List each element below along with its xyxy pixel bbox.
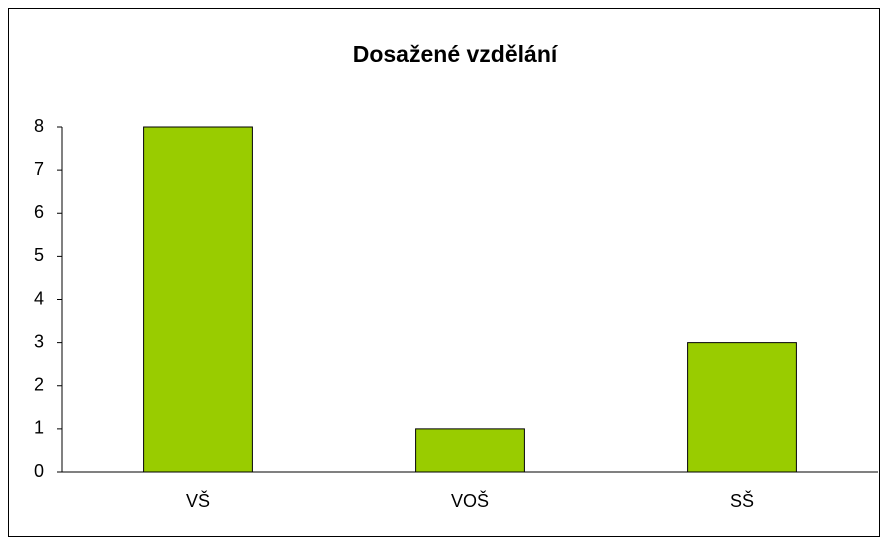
y-tick-label: 1 xyxy=(34,418,44,438)
y-tick-label: 6 xyxy=(34,202,44,222)
x-tick-label: VŠ xyxy=(186,490,210,511)
y-tick-label: 3 xyxy=(34,331,44,351)
y-tick-label: 7 xyxy=(34,159,44,179)
bar xyxy=(143,126,253,473)
y-tick-label: 0 xyxy=(34,461,44,481)
bar xyxy=(687,342,797,473)
y-tick-label: 8 xyxy=(34,116,44,136)
y-tick-label: 4 xyxy=(34,288,44,308)
y-tick-label: 2 xyxy=(34,375,44,395)
chart-title: Dosažené vzdělání xyxy=(353,41,559,67)
bar xyxy=(415,428,525,473)
x-tick-label: SŠ xyxy=(730,490,754,511)
y-tick-label: 5 xyxy=(34,245,44,265)
x-tick-label: VOŠ xyxy=(451,490,489,511)
